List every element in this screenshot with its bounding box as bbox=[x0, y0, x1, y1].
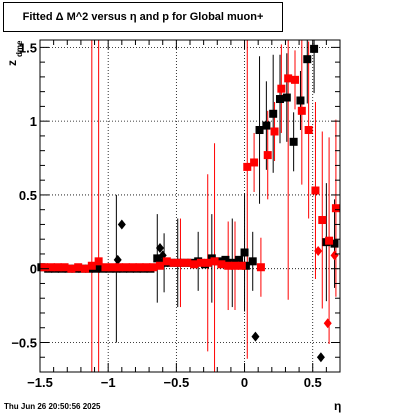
data-point-square bbox=[330, 239, 339, 248]
y-tick-label: 0.5 bbox=[19, 188, 37, 203]
data-point-square bbox=[310, 44, 319, 53]
y-tick-label: 0 bbox=[30, 262, 37, 277]
data-point-square bbox=[135, 263, 144, 272]
data-point-square bbox=[277, 84, 286, 93]
data-point-diamond bbox=[113, 254, 122, 265]
data-point-diamond bbox=[158, 250, 167, 261]
data-point-square bbox=[331, 204, 340, 213]
data-point-square bbox=[250, 158, 259, 167]
data-point-square bbox=[115, 263, 124, 272]
data-point-square bbox=[210, 257, 219, 266]
data-point-square bbox=[291, 75, 299, 84]
data-point-square bbox=[81, 264, 89, 273]
data-point-square bbox=[297, 106, 306, 115]
data-point-diamond bbox=[330, 250, 339, 261]
y-tick-label: 1.5 bbox=[19, 40, 37, 55]
data-point-diamond bbox=[323, 318, 332, 329]
data-point-square bbox=[235, 255, 244, 264]
data-point-square bbox=[241, 261, 250, 270]
data-point-square bbox=[87, 261, 96, 270]
data-point-diamond bbox=[117, 219, 126, 230]
data-point-square bbox=[231, 261, 239, 270]
data-point-square bbox=[282, 93, 291, 102]
x-tick-label: −0.5 bbox=[164, 375, 190, 390]
error-bars bbox=[91, 40, 337, 372]
data-point-square bbox=[296, 96, 305, 105]
data-point-square bbox=[46, 263, 55, 272]
y-tick-label: 1 bbox=[30, 114, 37, 129]
data-point-square bbox=[121, 263, 130, 272]
data-point-square bbox=[149, 263, 158, 272]
data-markers bbox=[37, 44, 340, 363]
x-tick-label: −1 bbox=[101, 375, 116, 390]
data-point-square bbox=[269, 109, 278, 118]
x-tick-label: 0.5 bbox=[304, 375, 322, 390]
data-point-square bbox=[169, 258, 178, 267]
y-axis-label-group: z dme bbox=[5, 40, 24, 66]
x-axis-label: η bbox=[334, 399, 341, 413]
data-point-square bbox=[289, 137, 298, 146]
timestamp: Thu Jun 26 20:50:56 2025 bbox=[4, 402, 101, 411]
data-point-square bbox=[311, 186, 320, 195]
data-point-square bbox=[263, 151, 272, 160]
data-point-square bbox=[240, 248, 249, 257]
data-point-square bbox=[303, 55, 312, 64]
data-point-square bbox=[262, 121, 271, 130]
data-point-square bbox=[237, 261, 246, 270]
data-point-square bbox=[217, 260, 226, 269]
data-point-square bbox=[60, 263, 69, 272]
data-point-square bbox=[284, 74, 293, 83]
y-axis-label: z bbox=[5, 60, 19, 66]
y-tick-label: −0.5 bbox=[11, 335, 37, 350]
data-point-square bbox=[162, 257, 171, 266]
data-point-square bbox=[183, 258, 192, 267]
y-axis-label-subscript: dme bbox=[15, 40, 24, 57]
data-point-square bbox=[94, 257, 103, 266]
data-point-square bbox=[318, 216, 327, 225]
data-point-square bbox=[53, 263, 62, 272]
x-tick-label: 0 bbox=[241, 375, 248, 390]
data-point-square bbox=[91, 264, 100, 273]
data-point-square bbox=[304, 126, 313, 135]
data-point-square bbox=[156, 261, 164, 270]
data-point-square bbox=[142, 263, 151, 272]
data-point-square bbox=[270, 127, 279, 136]
data-point-square bbox=[128, 263, 137, 272]
data-point-diamond bbox=[314, 246, 323, 257]
chart-title: Fitted Δ M^2 versus η and p for Global m… bbox=[3, 2, 283, 32]
data-point-square bbox=[196, 258, 205, 267]
data-point-square bbox=[221, 255, 230, 264]
axis-ticks: −1.5 −1 −0.5 0 0.5 −0.5 0 0.5 1 1.5 bbox=[11, 40, 341, 390]
data-point-square bbox=[243, 162, 252, 171]
data-point-square bbox=[176, 258, 185, 267]
data-point-square bbox=[67, 264, 76, 273]
data-point-diamond bbox=[251, 331, 260, 342]
data-point-square bbox=[153, 254, 162, 263]
data-point-square bbox=[40, 263, 49, 272]
data-point-square bbox=[101, 263, 110, 272]
data-point-square bbox=[256, 263, 265, 272]
data-point-diamond bbox=[316, 352, 325, 363]
data-point-square bbox=[74, 263, 83, 272]
data-point-square bbox=[108, 263, 117, 272]
data-point-square bbox=[203, 258, 212, 267]
data-point-diamond bbox=[156, 243, 164, 254]
data-point-square bbox=[325, 236, 334, 245]
data-point-square bbox=[248, 257, 257, 266]
data-point-square bbox=[276, 95, 284, 104]
x-tick-label: −1.5 bbox=[27, 375, 53, 390]
data-point-square bbox=[190, 260, 199, 269]
data-point-square bbox=[255, 126, 264, 135]
data-point-square bbox=[224, 261, 233, 270]
